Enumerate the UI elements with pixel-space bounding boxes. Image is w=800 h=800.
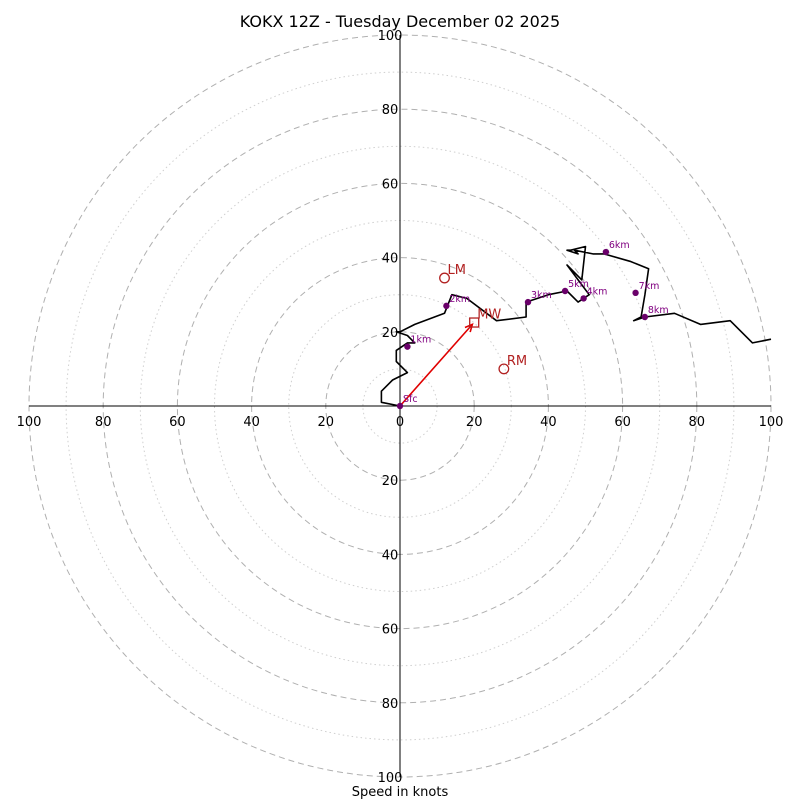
shear-vector-line [399,323,473,407]
height-marker-2km [443,302,450,310]
height-marker-8km [641,313,649,321]
shear-vector-arrowhead [464,323,474,333]
height-marker-Sfc [396,402,404,410]
chart-title: KOKX 12Z - Tuesday December 02 2025 [240,12,560,31]
x-tick-label: 60 [614,415,631,430]
y-tick-label: 40 [382,548,399,563]
y-tick-label: 20 [382,326,399,341]
height-label-3km: 3km [531,290,552,301]
y-tick-label: 80 [382,697,399,712]
height-marker-5km [561,287,569,295]
height-marker-1km [404,343,411,350]
storm-motion-markers: LM MW RM [439,263,527,375]
height-marker-4km [580,295,587,302]
y-tick-label: 40 [382,252,399,267]
y-tick-label: 60 [382,177,399,192]
height-marker-7km [632,289,639,297]
x-tick-label: 20 [466,415,483,430]
height-label-Sfc: Sfc [403,394,418,405]
x-tick-label: 40 [540,415,557,430]
x-tick-label: 80 [95,415,112,430]
x-tick-label: 40 [243,415,260,430]
height-label-4km: 4km [587,286,608,297]
storm-motion-marker-LM [439,272,450,284]
storm-motion-label-RM: RM [507,354,527,369]
y-tick-label: 60 [382,623,399,638]
x-tick-label: 80 [689,415,706,430]
y-tick-label: 100 [378,29,403,44]
x-tick-label: 0 [396,415,404,430]
shear-vector-group [399,323,474,407]
height-label-8km: 8km [648,305,669,316]
x-tick-label: 60 [169,415,186,430]
x-tick-label: 100 [17,415,42,430]
height-marker-6km [602,248,610,256]
tick-labels: 100 80 60 40 20 0 20 40 60 80 100 100 80 60 40 20 20 40 60… [17,29,784,786]
x-axis-label: Speed in knots [352,785,449,800]
height-label-6km: 6km [609,240,630,251]
y-tick-label: 80 [382,103,399,118]
x-tick-label: 100 [759,415,784,430]
y-tick-label: 100 [378,771,403,786]
height-label-2km: 2km [449,294,470,305]
x-tick-label: 20 [318,415,335,430]
y-tick-label: 20 [382,474,399,489]
storm-motion-marker-RM [498,363,510,375]
height-label-1km: 1km [410,335,431,346]
height-marker-3km [524,298,532,306]
storm-motion-label-LM: LM [448,263,466,278]
height-label-7km: 7km [639,281,660,292]
storm-motion-label-MW: MW [477,308,501,323]
storm-motion-marker-MW [469,317,480,328]
height-label-5km: 5km [568,279,589,290]
